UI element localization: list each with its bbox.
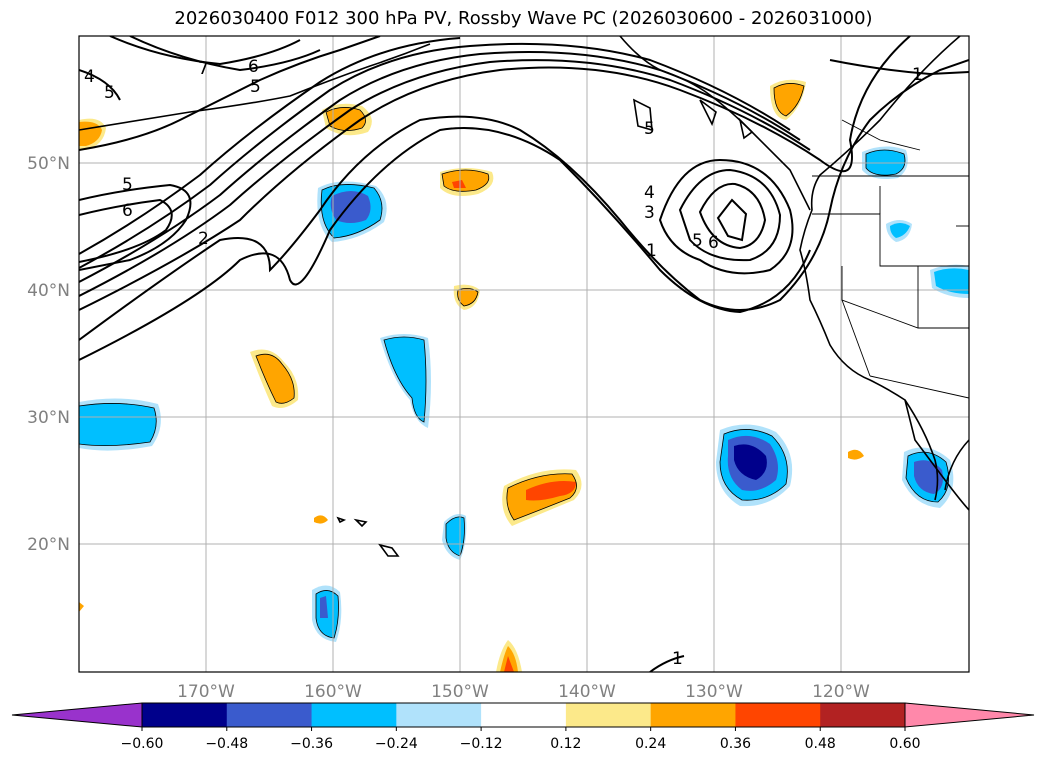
svg-text:6: 6	[248, 57, 259, 77]
lon-label: 140°W	[558, 682, 616, 702]
map-frame	[78, 35, 970, 673]
colorbar-extend-high	[904, 702, 1035, 728]
map-title: 2026030400 F012 300 hPa PV, Rossby Wave …	[174, 8, 873, 29]
colorbar-tick-label: 0.60	[889, 736, 920, 752]
colorbar-segment	[311, 703, 397, 727]
political-borders	[812, 119, 969, 399]
lon-label: 120°W	[812, 682, 870, 702]
colorbar-segment	[142, 703, 228, 727]
anomaly-outlines	[79, 83, 950, 639]
colorbar-extend-low	[11, 702, 143, 728]
svg-text:5: 5	[122, 175, 133, 195]
lon-label: 150°W	[431, 682, 489, 702]
lat-label: 30°N	[27, 408, 70, 428]
longitude-labels: 170°W 160°W 150°W 140°W 130°W 120°W	[177, 682, 870, 702]
contour-labels: 7 6 5 4 5 5 6 2 4 3 1 5 6 1 1 5	[84, 57, 923, 669]
colorbar-tick-label: −0.24	[375, 736, 418, 752]
svg-text:5: 5	[692, 231, 703, 251]
colorbar-tick-label: −0.12	[460, 736, 503, 752]
colorbar-tick-label: −0.36	[290, 736, 333, 752]
colorbar-segment	[226, 703, 313, 727]
svg-text:3: 3	[644, 203, 655, 223]
lon-label: 170°W	[177, 682, 235, 702]
svg-text:1: 1	[672, 649, 683, 669]
colorbar-tick-label: −0.48	[205, 736, 248, 752]
svg-text:6: 6	[708, 233, 719, 253]
colorbar-segment	[820, 703, 906, 727]
colorbar-outline	[141, 702, 906, 728]
colorbar-tick-label: 0.36	[720, 736, 751, 752]
lat-label: 40°N	[27, 281, 70, 301]
svg-text:1: 1	[646, 241, 657, 261]
svg-text:5: 5	[104, 83, 115, 103]
svg-text:4: 4	[644, 183, 655, 203]
colorbar-tick-label: 0.24	[635, 736, 666, 752]
map-background	[79, 36, 969, 672]
colorbar-segment	[396, 703, 482, 727]
colorbar: −0.60 −0.48 −0.36 −0.24 −0.12 0.12 0.24 0.36 0.4…	[11, 702, 1035, 752]
svg-text:4: 4	[84, 67, 95, 87]
svg-text:1: 1	[912, 65, 923, 85]
lat-label: 50°N	[27, 154, 70, 174]
lat-label: 20°N	[27, 535, 70, 555]
colorbar-segment	[650, 703, 736, 727]
colorbar-tick-label: 0.48	[805, 736, 836, 752]
svg-text:7: 7	[198, 59, 209, 79]
latitude-labels: 50°N 40°N 30°N 20°N	[27, 154, 70, 555]
svg-text:2: 2	[198, 229, 209, 249]
svg-text:6: 6	[122, 201, 133, 221]
colorbar-tick-label: 0.12	[550, 736, 581, 752]
colorbar-segment	[481, 703, 567, 727]
gridlines	[79, 36, 969, 672]
colorbar-segment	[735, 703, 821, 727]
pv-anomaly-shading	[79, 79, 969, 672]
lon-label: 130°W	[685, 682, 743, 702]
svg-text:5: 5	[250, 77, 261, 97]
colorbar-segment	[565, 703, 652, 727]
colorbar-tick-label: −0.60	[121, 736, 164, 752]
lon-label: 160°W	[304, 682, 362, 702]
coastlines	[79, 36, 969, 557]
